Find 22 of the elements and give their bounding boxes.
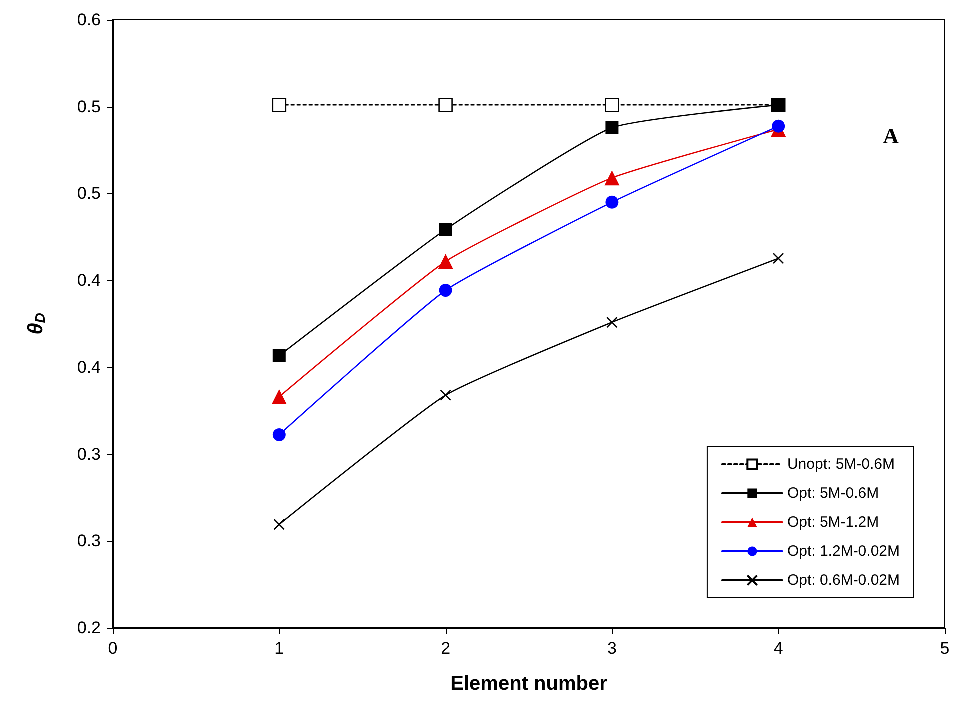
- x-tick-label: 5: [940, 639, 950, 658]
- y-tick-label: 0.4: [77, 271, 101, 290]
- legend-label: Opt: 0.6M-0.02M: [787, 572, 900, 589]
- legend-label: Opt: 1.2M-0.02M: [787, 543, 900, 560]
- legend-label: Opt: 5M-0.6M: [787, 485, 880, 502]
- legend-label: Unopt: 5M-0.6M: [787, 456, 896, 473]
- x-tick-label: 0: [108, 639, 118, 658]
- x-tick-label: 1: [274, 639, 284, 658]
- y-axis-title: θD: [24, 313, 48, 335]
- y-tick-label: 0.4: [77, 358, 101, 377]
- y-tick-label: 0.3: [77, 444, 101, 464]
- x-tick-label: 4: [774, 639, 784, 658]
- x-tick-label: 2: [441, 639, 451, 658]
- y-tick-label: 0.5: [77, 184, 101, 204]
- y-tick-label: 0.5: [77, 97, 101, 116]
- y-tick-label: 0.3: [77, 532, 101, 551]
- y-tick-label: 0.6: [77, 10, 101, 30]
- legend-label: Opt: 5M-1.2M: [787, 514, 880, 531]
- y-tick-label: 0.2: [77, 618, 101, 638]
- annotation: A: [883, 124, 900, 148]
- x-axis-title: Element number: [450, 673, 608, 695]
- x-tick-label: 3: [607, 639, 617, 658]
